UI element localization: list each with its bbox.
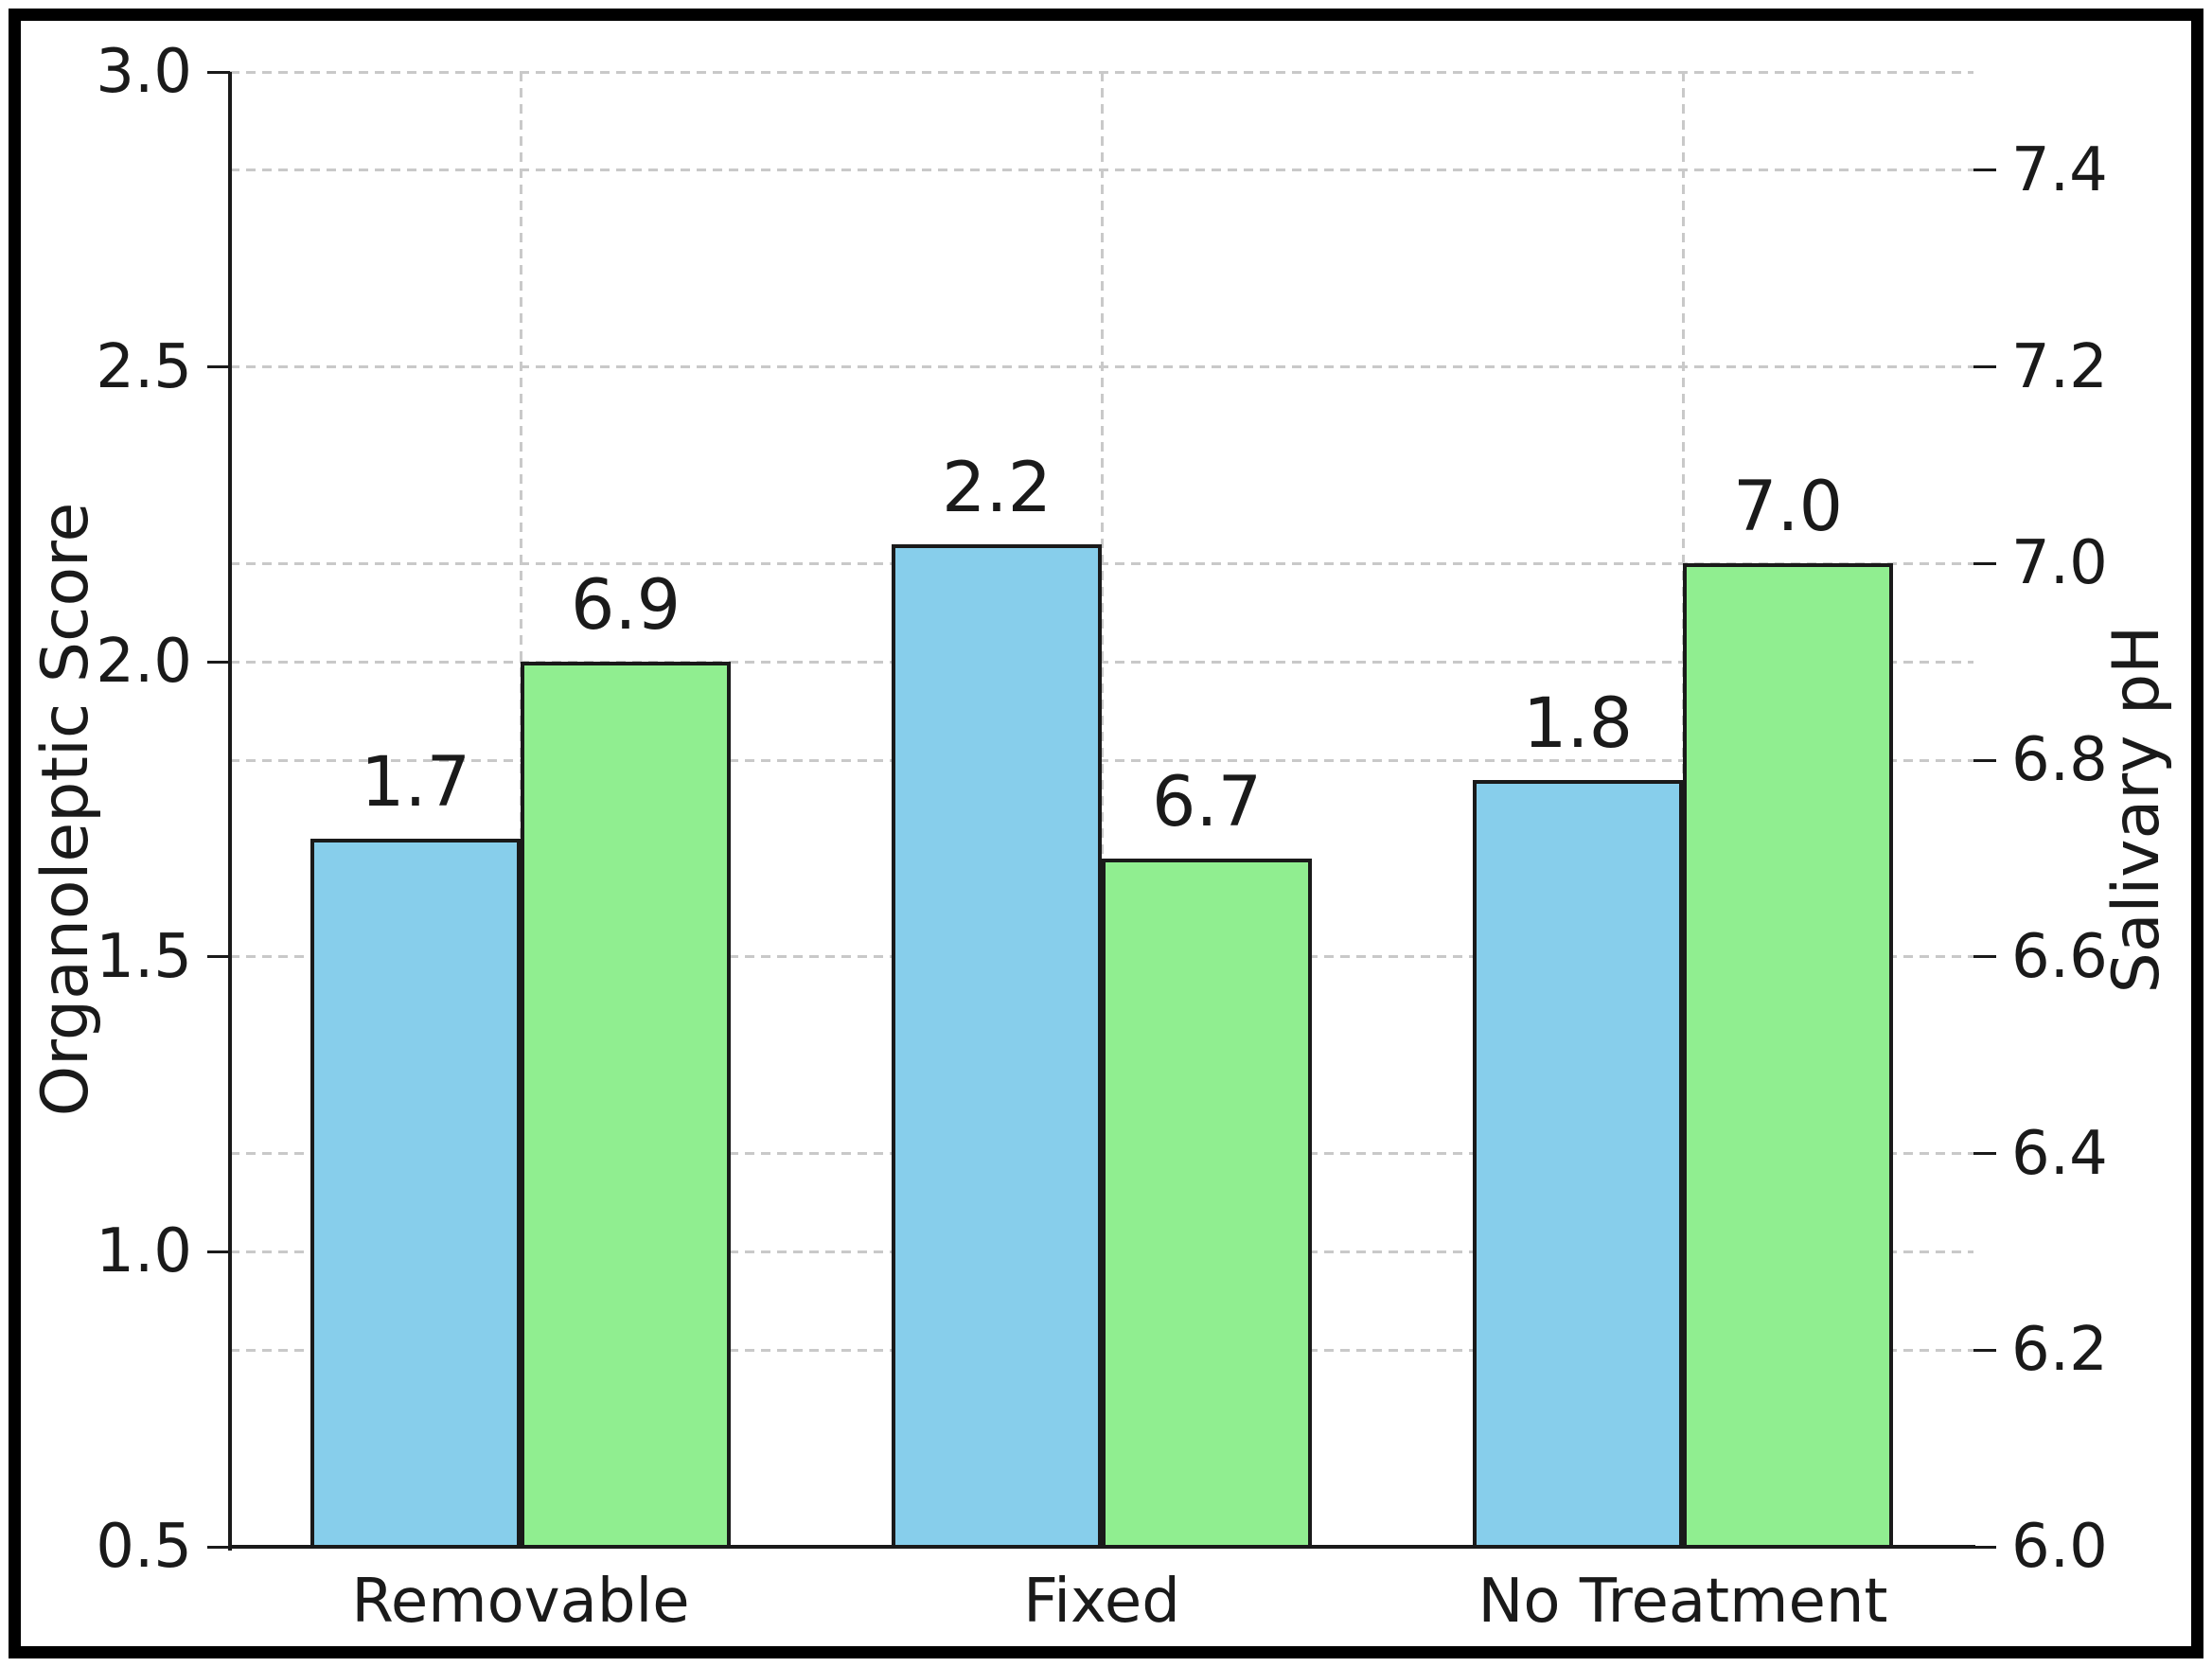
- right-tick-mark: [1973, 1545, 1996, 1549]
- gridline-horizontal-right-axis: [230, 758, 1973, 762]
- gridline-horizontal-right-axis: [230, 561, 1973, 565]
- right-tick-label: 6.0: [2011, 1512, 2108, 1582]
- x-category-label-0: Removable: [351, 1567, 690, 1637]
- gridline-horizontal-right-axis: [230, 168, 1973, 172]
- bar-value-label: 6.9: [570, 565, 681, 647]
- left-tick-mark: [207, 365, 230, 369]
- right-tick-mark: [1973, 1348, 1996, 1352]
- x-category-label-2: No Treatment: [1478, 1567, 1888, 1637]
- left-tick-label: 1.0: [96, 1216, 192, 1287]
- right-tick-label: 6.8: [2011, 725, 2108, 796]
- left-tick-label: 3.0: [96, 37, 192, 107]
- left-tick-label: 0.5: [96, 1512, 192, 1582]
- right-tick-mark: [1973, 365, 1996, 369]
- bar-organoleptic-score-1: [892, 543, 1102, 1549]
- x-axis-spine: [228, 1545, 1975, 1549]
- left-tick-mark: [207, 1545, 230, 1549]
- left-axis-spine: [228, 72, 232, 1551]
- gridline-horizontal-left-axis: [230, 70, 1973, 74]
- right-tick-label: 7.4: [2011, 134, 2108, 205]
- right-tick-label: 6.4: [2011, 1118, 2108, 1189]
- left-axis-title: Organoleptic Score: [28, 502, 103, 1117]
- bar-value-label: 7.0: [1732, 467, 1844, 548]
- bar-salivary-ph-2: [1683, 563, 1893, 1549]
- left-tick-mark: [207, 955, 230, 959]
- x-category-label-1: Fixed: [1023, 1567, 1180, 1637]
- bar-value-label: 2.2: [941, 447, 1053, 528]
- bar-organoleptic-score-0: [310, 839, 521, 1549]
- right-tick-mark: [1973, 955, 1996, 959]
- right-tick-label: 7.2: [2011, 331, 2108, 402]
- right-tick-label: 7.0: [2011, 528, 2108, 599]
- right-tick-mark: [1973, 1152, 1996, 1156]
- right-axis-title: Salivary pH: [2099, 625, 2174, 994]
- left-tick-label: 1.5: [96, 921, 192, 992]
- right-tick-label: 6.2: [2011, 1315, 2108, 1386]
- left-tick-label: 2.0: [96, 627, 192, 698]
- left-tick-mark: [207, 1250, 230, 1253]
- gridline-horizontal-left-axis: [230, 660, 1973, 664]
- bar-value-label: 1.7: [360, 742, 471, 824]
- right-tick-mark: [1973, 168, 1996, 172]
- left-tick-mark: [207, 70, 230, 74]
- gridline-horizontal-right-axis: [230, 365, 1973, 369]
- left-tick-mark: [207, 660, 230, 664]
- right-tick-mark: [1973, 758, 1996, 762]
- right-tick-mark: [1973, 561, 1996, 565]
- right-tick-label: 6.6: [2011, 921, 2108, 992]
- bar-value-label: 1.8: [1522, 683, 1634, 764]
- gridline-vertical: [1100, 72, 1104, 1547]
- bar-value-label: 6.7: [1151, 761, 1263, 842]
- left-tick-label: 2.5: [96, 331, 192, 402]
- bar-salivary-ph-1: [1102, 858, 1312, 1549]
